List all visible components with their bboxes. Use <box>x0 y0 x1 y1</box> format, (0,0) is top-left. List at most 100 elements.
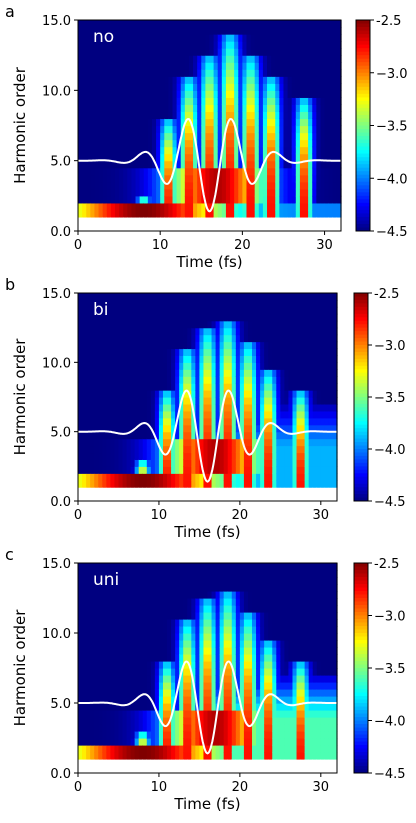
heatmap-cell <box>110 494 116 502</box>
heatmap-cell <box>304 293 310 301</box>
heatmap-cell <box>223 494 229 502</box>
heatmap-cell <box>143 97 149 105</box>
heatmap-cell <box>142 724 148 732</box>
heatmap-cell <box>146 438 152 447</box>
heatmap-cell <box>304 209 309 218</box>
heatmap-cell <box>203 724 209 732</box>
heatmap-cell <box>199 494 205 502</box>
heatmap-cell <box>260 397 265 405</box>
heatmap-cell <box>156 69 161 77</box>
heatmap-cell <box>175 675 180 683</box>
heatmap-cell <box>162 466 168 474</box>
heatmap-cell <box>207 306 213 315</box>
heatmap-cell <box>252 452 257 460</box>
heatmap-cell <box>279 195 285 204</box>
heatmap-cell <box>291 132 297 141</box>
heatmap-cell <box>258 111 264 120</box>
colorbar-segment <box>356 153 370 158</box>
heatmap-cell <box>98 605 103 613</box>
heatmap-cell <box>268 459 273 467</box>
heatmap-cell <box>288 445 294 454</box>
heatmap-cell <box>283 202 289 211</box>
heatmap-cell <box>264 293 269 301</box>
heatmap-cell <box>175 577 180 585</box>
heatmap-cell <box>235 369 241 377</box>
heatmap-cell <box>142 445 148 454</box>
heatmap-cell <box>78 682 83 690</box>
heatmap-cell <box>252 438 257 447</box>
heatmap-cell <box>312 424 318 433</box>
heatmap-cell <box>147 55 153 63</box>
heatmap-cell <box>98 473 103 481</box>
heatmap-cell <box>102 202 108 211</box>
colorbar-segment <box>356 97 370 102</box>
heatmap-cell <box>94 424 99 433</box>
heatmap-cell <box>254 111 260 120</box>
heatmap-cell <box>122 431 128 440</box>
heatmap-cell <box>258 188 264 197</box>
heatmap-cell <box>287 27 293 35</box>
heatmap-cell <box>225 153 231 162</box>
heatmap-cell <box>78 132 83 141</box>
heatmap-cell <box>142 424 148 433</box>
heatmap-cell <box>304 438 310 447</box>
heatmap-cell <box>172 62 178 70</box>
heatmap-cell <box>172 20 178 28</box>
heatmap-cell <box>243 327 249 336</box>
heatmap-cell <box>162 626 168 634</box>
heatmap-cell <box>183 654 188 662</box>
heatmap-cell <box>234 111 239 120</box>
heatmap-cell <box>78 20 83 28</box>
heatmap-cell <box>82 306 87 315</box>
heatmap-cell <box>275 167 280 176</box>
heatmap-cell <box>217 125 223 134</box>
heatmap-cell <box>138 724 144 732</box>
heatmap-cell <box>102 132 108 141</box>
heatmap-cell <box>279 216 285 225</box>
heatmap-cell <box>78 48 83 56</box>
heatmap-cell <box>164 195 170 204</box>
colorbar-segment <box>354 428 368 433</box>
heatmap-cell <box>158 661 164 669</box>
heatmap-cell <box>308 216 313 225</box>
colorbar-segment <box>354 459 368 464</box>
heatmap-cell <box>201 167 206 176</box>
heatmap-cell <box>238 90 243 98</box>
heatmap-cell <box>130 410 136 419</box>
heatmap-cell <box>252 341 257 350</box>
heatmap-cell <box>280 431 285 440</box>
heatmap-cell <box>168 202 174 211</box>
heatmap-cell <box>119 209 124 218</box>
heatmap-cell <box>119 48 124 56</box>
heatmap-cell <box>276 473 281 481</box>
heatmap-cell <box>98 334 103 343</box>
heatmap-cell <box>151 69 157 77</box>
heatmap-cell <box>90 647 95 655</box>
heatmap-cell <box>292 320 298 329</box>
heatmap-cell <box>230 146 235 155</box>
heatmap-cell <box>175 487 180 495</box>
heatmap-cell <box>126 341 132 350</box>
heatmap-cell <box>110 341 116 350</box>
heatmap-cell <box>102 598 107 606</box>
heatmap-cell <box>102 390 107 398</box>
heatmap-cell <box>225 62 231 70</box>
heatmap-cell <box>332 293 338 301</box>
heatmap-cell <box>207 417 213 426</box>
heatmap-cell <box>143 202 149 211</box>
heatmap-cell <box>154 703 160 711</box>
heatmap-cell <box>283 139 289 148</box>
heatmap-cell <box>191 696 196 704</box>
heatmap-cell <box>188 146 194 155</box>
heatmap-cell <box>230 125 235 134</box>
heatmap-cell <box>122 417 128 426</box>
heatmap-cell <box>187 605 192 613</box>
heatmap-cell <box>197 181 202 190</box>
heatmap-cell <box>205 69 211 77</box>
heatmap-cell <box>131 111 137 120</box>
heatmap-cell <box>213 48 219 56</box>
heatmap-cell <box>78 459 83 467</box>
heatmap-cell <box>213 209 219 218</box>
heatmap-cell <box>187 654 192 662</box>
heatmap-cell <box>176 97 182 105</box>
